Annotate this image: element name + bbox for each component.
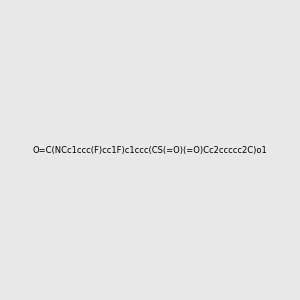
Text: O=C(NCc1ccc(F)cc1F)c1ccc(CS(=O)(=O)Cc2ccccc2C)o1: O=C(NCc1ccc(F)cc1F)c1ccc(CS(=O)(=O)Cc2cc… [33,146,267,154]
